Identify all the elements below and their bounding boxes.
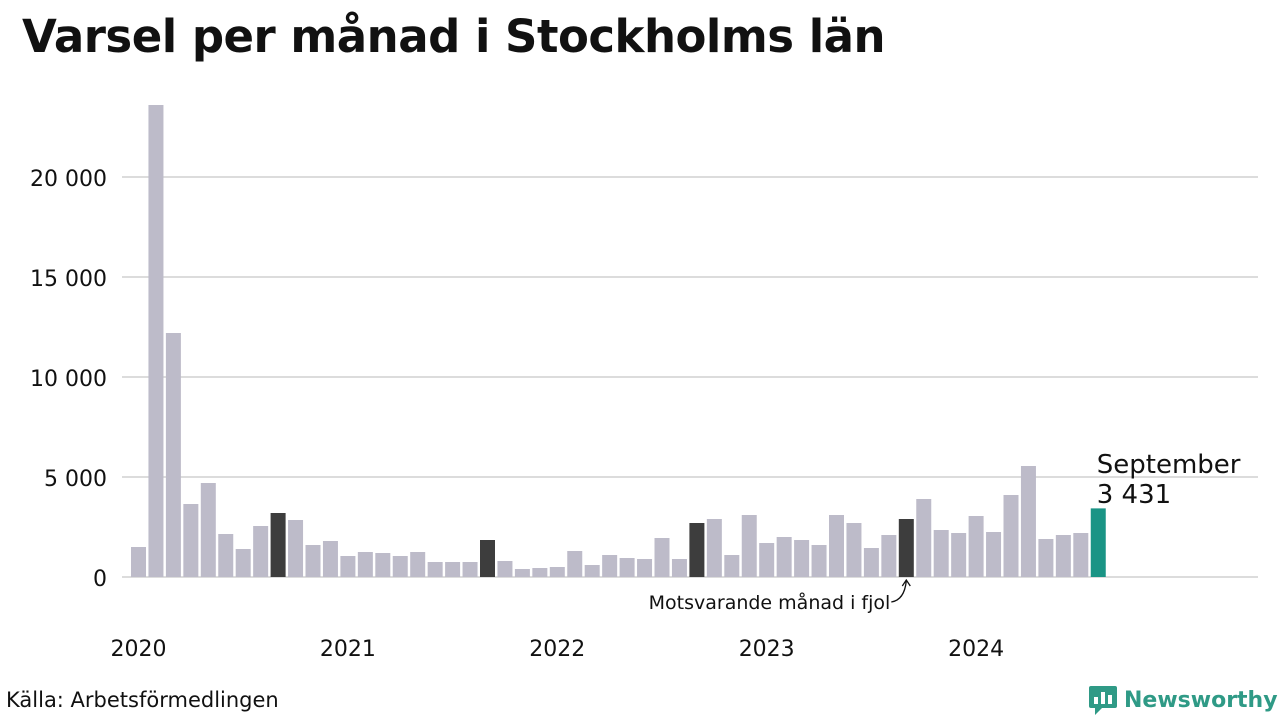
y-tick-label: 10 000 <box>30 367 107 392</box>
bar <box>148 105 164 577</box>
bar <box>1020 466 1036 577</box>
x-tick-label: 2022 <box>529 637 585 662</box>
annotation-arrow <box>891 580 907 603</box>
bar <box>968 516 984 577</box>
bar <box>671 559 687 577</box>
x-tick-label: 2021 <box>320 637 376 662</box>
bar <box>357 552 373 577</box>
prior-year-annotation: Motsvarande månad i fjol <box>649 591 891 614</box>
brand-name: Newsworthy <box>1124 687 1278 713</box>
bar <box>288 520 304 577</box>
bar <box>1003 495 1019 577</box>
bar <box>776 537 792 577</box>
y-tick-label: 0 <box>93 567 107 592</box>
bar <box>759 543 775 577</box>
bar <box>410 552 426 577</box>
bars <box>131 105 1106 577</box>
bar <box>794 540 810 577</box>
x-axis-tick-labels: 2020 2021 2022 2023 2024 <box>111 637 1005 662</box>
x-tick-label: 2024 <box>948 637 1004 662</box>
bar-prior-year <box>898 519 914 577</box>
bar <box>340 556 356 577</box>
bar <box>235 549 251 577</box>
bar <box>532 568 548 577</box>
bar <box>986 532 1002 577</box>
y-tick-label: 5 000 <box>44 467 107 492</box>
bar <box>602 555 618 577</box>
newsworthy-logo-icon <box>1089 686 1117 715</box>
bar <box>811 545 827 577</box>
bar <box>392 556 408 577</box>
bar <box>1038 539 1054 577</box>
bar-prior-year <box>480 540 495 577</box>
bar <box>375 553 391 577</box>
bar <box>933 530 949 577</box>
chart-title: Varsel per månad i Stockholms län <box>22 10 886 63</box>
bar <box>584 565 600 577</box>
bar <box>322 541 338 577</box>
current-month-value-label: 3 431 <box>1097 480 1171 510</box>
bar <box>829 515 844 577</box>
bar <box>549 567 565 577</box>
bar <box>637 559 653 577</box>
current-month-label: September <box>1097 450 1241 480</box>
bar <box>863 548 879 577</box>
bar-prior-year <box>270 513 286 577</box>
bar <box>916 499 932 577</box>
bar <box>253 526 269 577</box>
y-tick-label: 20 000 <box>30 167 107 192</box>
y-axis-tick-labels: 0 5 000 10 000 15 000 20 000 <box>30 167 107 592</box>
bar <box>741 515 757 577</box>
bar <box>1055 535 1071 577</box>
bar <box>881 535 897 577</box>
bar <box>131 547 146 577</box>
bar <box>305 545 321 577</box>
x-tick-label: 2023 <box>739 637 795 662</box>
bar <box>218 534 234 577</box>
gridlines <box>122 176 1258 578</box>
source-note: Källa: Arbetsförmedlingen <box>6 688 279 712</box>
bar <box>445 562 461 577</box>
bar <box>1073 533 1089 577</box>
bar <box>846 523 862 577</box>
bar <box>567 551 583 577</box>
bar <box>706 519 722 577</box>
y-tick-label: 15 000 <box>30 267 107 292</box>
bar <box>514 569 530 577</box>
bar <box>427 562 443 577</box>
bar <box>654 538 670 577</box>
bar-current-month <box>1090 508 1106 577</box>
bar <box>183 504 199 577</box>
bar <box>200 483 216 577</box>
x-tick-label: 2020 <box>111 637 167 662</box>
bar <box>951 533 967 577</box>
bar <box>619 558 635 577</box>
bar <box>497 561 513 577</box>
bar <box>462 562 478 577</box>
bar <box>165 333 181 577</box>
bar-prior-year <box>689 523 705 577</box>
annotation-arrowhead <box>901 578 911 587</box>
annotations: September 3 431 Motsvarande månad i fjol <box>649 450 1241 614</box>
bar <box>724 555 740 577</box>
brand-logo: Newsworthy <box>1088 684 1278 716</box>
